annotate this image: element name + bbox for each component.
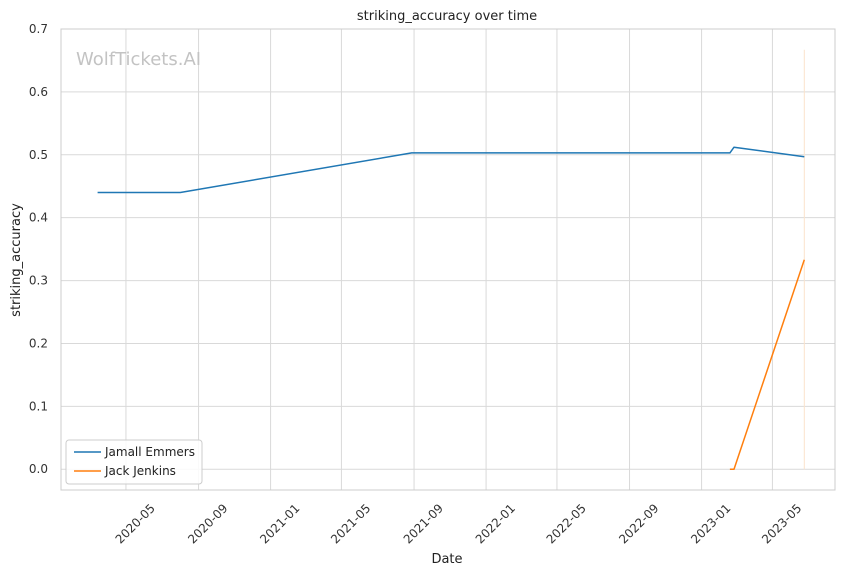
x-tick-label: 2021-01 — [257, 501, 302, 546]
y-tick-label: 0.5 — [29, 148, 48, 162]
x-tick-label: 2020-09 — [185, 501, 230, 546]
x-tick-label: 2023-05 — [759, 501, 804, 546]
y-tick-label: 0.7 — [29, 22, 48, 36]
legend-label-jamall-emmers: Jamall Emmers — [104, 445, 195, 459]
x-tick-label: 2023-01 — [688, 501, 733, 546]
y-tick-label: 0.2 — [29, 336, 48, 350]
y-tick-label: 0.4 — [29, 211, 48, 225]
y-ticks: 0.0 0.1 0.2 0.3 0.4 0.5 0.6 0.7 — [29, 22, 48, 476]
x-tick-label: 2021-05 — [328, 501, 373, 546]
x-tick-label: 2022-09 — [616, 501, 661, 546]
x-axis-label: Date — [431, 552, 462, 567]
series-line-jack-jenkins — [729, 259, 806, 470]
x-tick-label: 2022-01 — [473, 501, 518, 546]
y-tick-label: 0.1 — [29, 399, 48, 413]
x-ticks: 2020-05 2020-09 2021-01 2021-05 2021-09 2022-… — [113, 501, 805, 546]
watermark: WolfTickets.AI — [76, 49, 201, 70]
series-layer — [97, 146, 806, 470]
legend: Jamall Emmers Jack Jenkins — [65, 439, 203, 485]
x-tick-label: 2022-05 — [544, 501, 589, 546]
chart-title: striking_accuracy over time — [357, 9, 537, 24]
y-tick-label: 0.0 — [29, 462, 48, 476]
plot-frame — [60, 28, 836, 491]
series-line-jamall-emmers — [97, 146, 805, 194]
x-tick-label: 2020-05 — [113, 501, 158, 546]
legend-label-jack-jenkins: Jack Jenkins — [104, 464, 176, 478]
y-axis-label: striking_accuracy — [9, 203, 24, 317]
y-tick-label: 0.3 — [29, 274, 48, 288]
y-tick-label: 0.6 — [29, 85, 48, 99]
legend-box — [65, 439, 203, 485]
grid — [61, 28, 835, 490]
x-tick-label: 2021-09 — [401, 501, 446, 546]
